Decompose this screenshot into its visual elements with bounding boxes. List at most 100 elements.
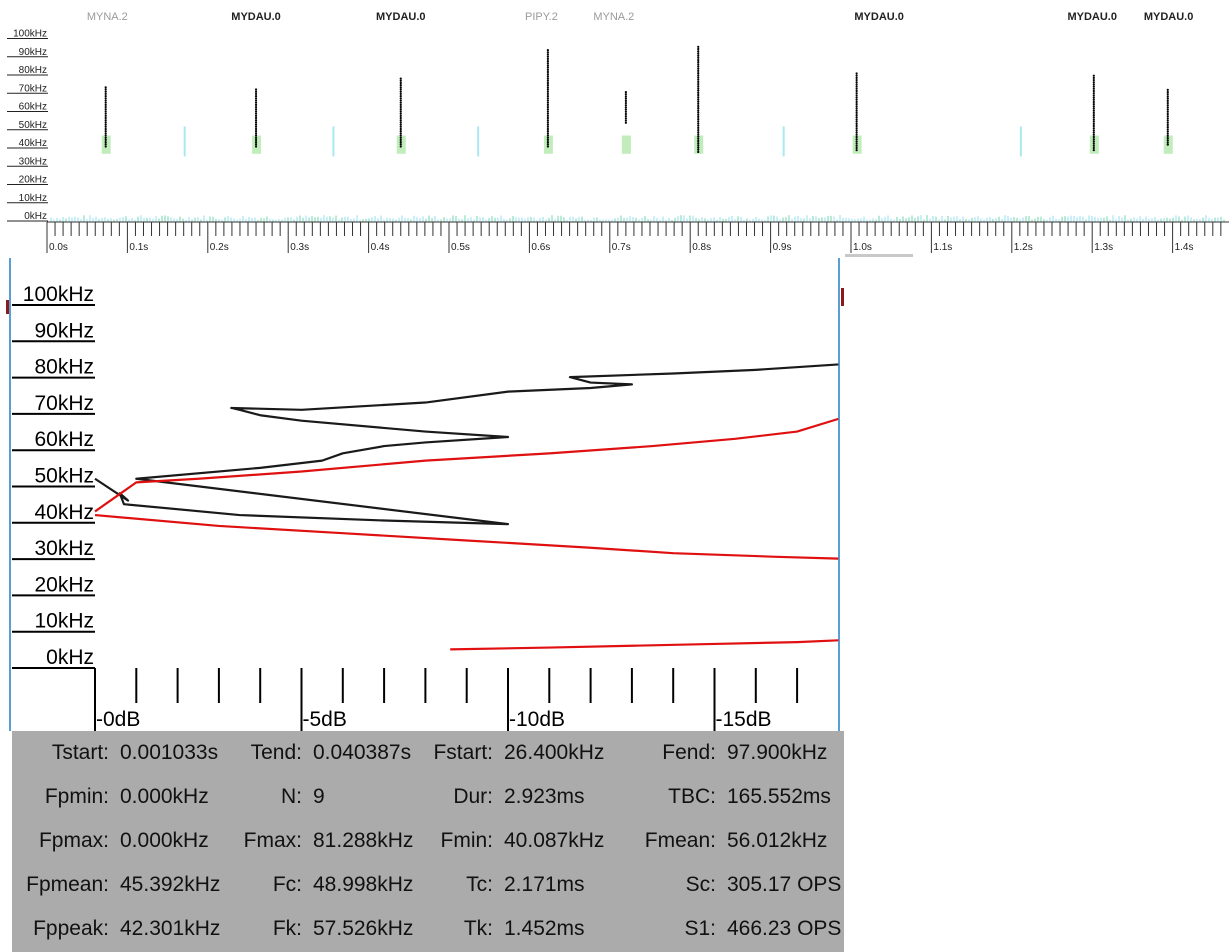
noise-mark bbox=[713, 217, 715, 222]
noise-mark bbox=[173, 218, 175, 222]
noise-mark bbox=[206, 219, 208, 222]
time-tick-label: 1.3s bbox=[1094, 242, 1113, 253]
noise-mark bbox=[1106, 216, 1108, 222]
call-trace-point bbox=[855, 149, 858, 152]
noise-mark bbox=[626, 217, 628, 222]
series-line-0 bbox=[94, 363, 839, 526]
freq-tick-label: 40kHz bbox=[19, 138, 47, 149]
call-trace-point bbox=[1092, 140, 1095, 143]
stat-value: 9 bbox=[313, 785, 325, 808]
noise-mark bbox=[515, 217, 517, 222]
noise-mark bbox=[770, 215, 772, 222]
noise-mark bbox=[1088, 215, 1090, 222]
noise-mark bbox=[1142, 218, 1144, 222]
noise-mark bbox=[1130, 218, 1132, 222]
stat-row: Tstart: 0.001033s Tend: 0.040387s Fstart: 26.… bbox=[12, 731, 844, 775]
call-trace-point bbox=[855, 118, 858, 121]
stat-row: Fpmean: 45.392kHz Fc: 48.998kHz Tc: 2.171ms Sc… bbox=[12, 863, 844, 907]
call-trace-point bbox=[624, 90, 627, 94]
noise-mark bbox=[245, 219, 247, 222]
noise-mark bbox=[914, 218, 916, 222]
call-trace-point bbox=[855, 89, 858, 93]
noise-mark bbox=[506, 219, 508, 222]
noise-mark bbox=[182, 218, 184, 222]
call-trace-point bbox=[855, 74, 858, 77]
call-trace-point bbox=[697, 74, 700, 77]
call-trace-point bbox=[624, 99, 627, 102]
noise-mark bbox=[290, 217, 292, 222]
noise-mark bbox=[578, 217, 580, 222]
noise-mark bbox=[386, 217, 388, 222]
noise-mark bbox=[332, 217, 334, 222]
noise-mark bbox=[692, 215, 694, 222]
noise-mark bbox=[863, 216, 865, 222]
noise-mark bbox=[1001, 218, 1003, 222]
stat-label: Tk: bbox=[463, 917, 493, 940]
call-trace-point bbox=[104, 145, 107, 148]
noise-mark bbox=[776, 216, 778, 222]
faint-blip bbox=[782, 126, 785, 157]
species-label: MYNA.2 bbox=[593, 11, 634, 23]
stat-label: TBC: bbox=[668, 785, 716, 808]
call-trace-point bbox=[855, 87, 858, 90]
call-trace-point bbox=[546, 57, 549, 60]
noise-mark bbox=[1040, 216, 1042, 222]
call-trace-point bbox=[399, 132, 402, 135]
noise-mark bbox=[752, 218, 754, 222]
noise-mark bbox=[416, 217, 418, 222]
overview-scrollbar-thumb[interactable] bbox=[845, 254, 913, 257]
noise-mark bbox=[1007, 215, 1009, 222]
call-trace-point bbox=[399, 84, 402, 87]
call-trace-point bbox=[697, 146, 700, 149]
power-spectrum-db-axis: -0dB -5dB -10dB -15dB bbox=[94, 668, 799, 731]
call-trace-point bbox=[546, 130, 549, 133]
noise-mark bbox=[242, 216, 244, 222]
freq-tick-label: 100kHz bbox=[23, 283, 94, 306]
stat-value: 40.087kHz bbox=[504, 829, 605, 852]
noise-mark bbox=[1067, 216, 1069, 222]
noise-mark bbox=[95, 216, 97, 222]
call-trace-point bbox=[855, 146, 858, 150]
noise-mark bbox=[134, 219, 136, 222]
call-trace-point bbox=[546, 127, 549, 131]
call-trace-point bbox=[1166, 119, 1169, 122]
noise-mark bbox=[1076, 217, 1078, 222]
call-trace-point bbox=[254, 121, 258, 124]
noise-mark bbox=[872, 218, 874, 222]
noise-mark bbox=[1172, 217, 1174, 222]
noise-mark bbox=[128, 219, 130, 222]
noise-mark bbox=[827, 215, 829, 222]
noise-mark bbox=[389, 217, 391, 222]
noise-mark bbox=[1091, 215, 1093, 222]
stat-label: Fend: bbox=[662, 741, 716, 764]
noise-mark bbox=[479, 217, 481, 222]
noise-mark bbox=[809, 218, 811, 222]
noise-mark bbox=[323, 215, 325, 222]
call-trace-point bbox=[1092, 109, 1095, 112]
noise-mark bbox=[230, 217, 232, 222]
noise-mark bbox=[482, 216, 484, 222]
noise-mark bbox=[974, 217, 976, 222]
freq-tick-label: 40kHz bbox=[34, 501, 94, 524]
noise-mark bbox=[734, 219, 736, 222]
noise-mark bbox=[341, 217, 343, 222]
call-trace-point bbox=[399, 110, 402, 113]
overview-spectrogram[interactable]: 100kHz 90kHz 80kHz 70kHz 60kHz 50kHz 40kHz 30kH… bbox=[0, 0, 1229, 258]
call-trace-point bbox=[697, 122, 700, 125]
call-trace-point bbox=[104, 134, 107, 137]
call-trace-point bbox=[697, 124, 700, 127]
stat-row: Fppeak: 42.301kHz Fk: 57.526kHz Tk: 1.452ms S1… bbox=[12, 907, 844, 951]
stat-label: Fppeak: bbox=[33, 917, 109, 940]
time-tick-label: 1.2s bbox=[1014, 242, 1033, 253]
call-trace-point bbox=[104, 140, 107, 144]
call-trace-point bbox=[399, 90, 402, 93]
noise-mark bbox=[800, 218, 802, 222]
call-trace-point bbox=[697, 139, 700, 143]
noise-mark bbox=[935, 216, 937, 222]
freq-tick-label: 100kHz bbox=[13, 29, 47, 40]
noise-mark bbox=[797, 216, 799, 222]
noise-mark bbox=[566, 219, 568, 222]
series-line-2 bbox=[94, 513, 839, 560]
power-spectrum-chart[interactable]: 100kHz 90kHz 80kHz 70kHz 60kHz 50kHz 40kHz 30kH… bbox=[0, 258, 845, 731]
call-trace-point bbox=[855, 78, 858, 82]
